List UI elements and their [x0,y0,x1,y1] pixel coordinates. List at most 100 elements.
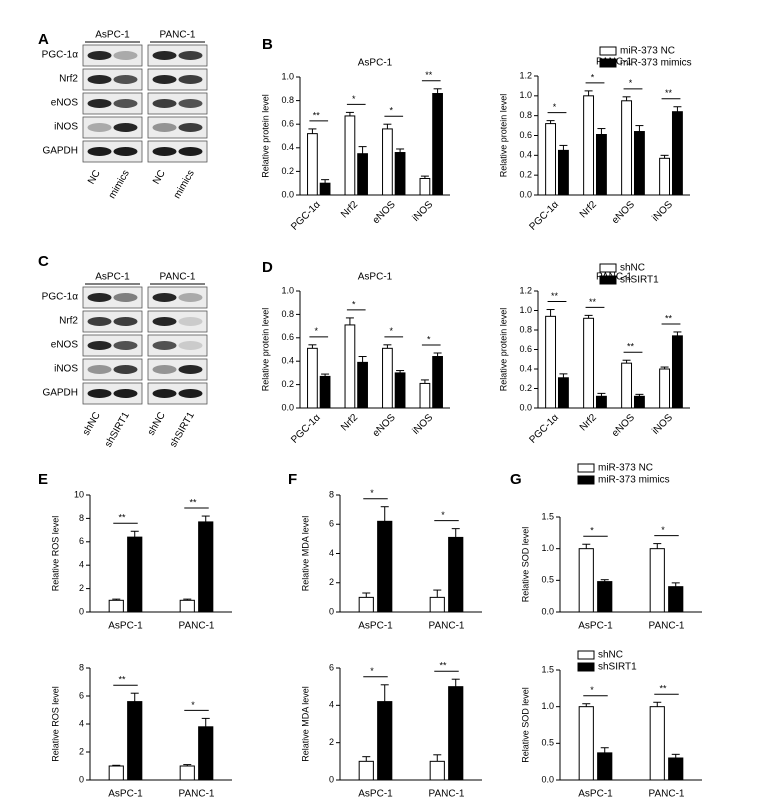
y-tick-label: 4 [329,700,334,710]
bar [377,520,393,613]
y-axis-label: Relative MDA level [300,686,310,762]
significance-label: ** [313,110,321,120]
blot-band [152,99,177,108]
protein-label: iNOS [54,122,78,133]
bar [597,752,613,781]
y-tick-label: 4 [79,560,84,570]
legend-swatch [577,463,595,473]
y-tick-label: 0.0 [541,774,554,784]
blot-band [87,51,112,60]
bar [358,596,374,613]
y-tick-label: 1.5 [541,511,554,521]
blot-frame [82,116,143,139]
bar [357,361,368,409]
y-tick-label: 0.8 [281,95,294,105]
x-tick-label: PANC-1 [179,621,215,632]
blot-frame [147,44,208,67]
y-tick-label: 2 [79,746,84,756]
blot-band [178,51,203,60]
protein-label: Nrf2 [59,316,78,327]
y-axis-label: Relative ROS level [50,516,60,592]
bar [557,377,569,409]
blot-band [87,389,112,398]
bar [429,760,445,781]
blot-band [152,75,177,84]
protein-label: PGC-1α [42,50,79,61]
x-tick-label: eNOS [610,199,637,226]
blot-band [178,389,203,398]
significance-label: * [352,299,356,309]
blot-frame [82,334,143,357]
y-tick-label: 0.0 [541,606,554,616]
significance-label: * [191,700,195,710]
blot-frame [147,310,208,333]
blot-band [87,293,112,302]
bar [419,382,431,409]
y-tick-label: 1.2 [519,285,532,295]
legend-label: miR-373 NC [620,46,675,57]
y-tick-label: 0.5 [541,575,554,585]
significance-label: ** [118,513,126,523]
y-tick-label: 6 [79,536,84,546]
blot-band [87,341,112,350]
significance-label: ** [627,342,635,352]
y-tick-label: 0.2 [519,170,532,180]
blot-band [87,365,112,374]
legend-label: shSIRT1 [598,662,637,673]
bar [198,726,214,781]
bar [633,395,645,409]
blot-frame [82,92,143,115]
significance-label: * [370,488,374,498]
bar [394,152,406,196]
bar [108,599,124,613]
y-tick-label: 0.4 [519,363,532,373]
y-tick-label: 0.4 [281,142,294,152]
y-tick-label: 0.2 [281,379,294,389]
bar [595,134,607,196]
x-tick-label: eNOS [610,412,637,439]
x-tick-label: AsPC-1 [108,789,143,800]
significance-label: * [390,106,394,116]
bar [127,536,143,613]
significance-label: ** [589,297,597,307]
blot-band [152,341,177,350]
bar [179,599,195,613]
y-axis-label: Relative protein level [260,94,270,178]
x-tick-label: AsPC-1 [358,789,393,800]
significance-label: * [590,685,594,695]
bar [394,372,406,409]
bar [668,757,684,781]
panel-letter: E [38,471,48,488]
significance-label: * [315,326,319,336]
x-tick-label: iNOS [411,199,436,224]
x-tick-label: Nrf2 [339,412,360,433]
bar [595,395,607,409]
y-tick-label: 0.4 [281,356,294,366]
bar [448,536,464,613]
y-tick-label: 0.2 [281,166,294,176]
legend-label: miR-373 NC [598,463,653,474]
significance-label: ** [665,313,673,323]
blot-band [152,317,177,326]
blot-band [178,365,203,374]
bar [649,706,665,781]
blot-band [87,99,112,108]
protein-label: PGC-1α [42,292,79,303]
legend-label: shNC [620,263,645,274]
bar [344,324,356,409]
legend-swatch [599,58,617,68]
y-tick-label: 0.5 [541,738,554,748]
bar [597,581,613,613]
panel-letter: B [262,36,273,53]
blot-band [113,389,138,398]
blot-band [152,365,177,374]
cell-line-label: PANC-1 [160,30,196,41]
blot-band [178,75,203,84]
blot-band [87,147,112,156]
blot-frame [147,92,208,115]
y-tick-label: 2 [79,583,84,593]
blot-band [152,293,177,302]
blot-band [178,341,203,350]
bar [668,586,684,613]
blot-frame [82,140,143,163]
